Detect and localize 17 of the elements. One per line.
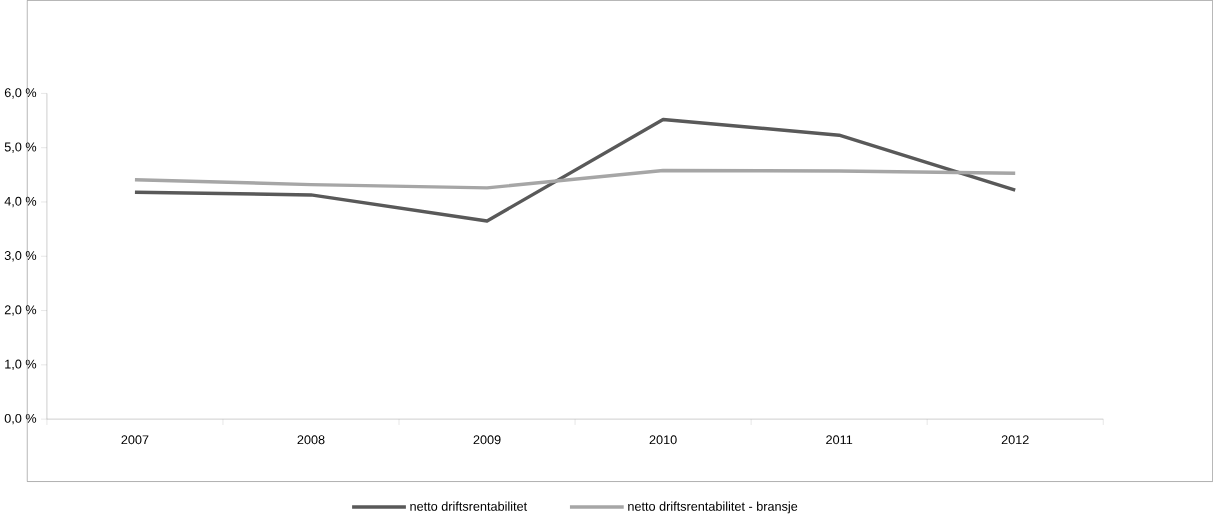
x-tick-label: 2012: [1001, 435, 1029, 445]
legend-label: netto driftsrentabilitet - bransje: [628, 501, 798, 514]
y-tick-label: 0,0 %: [4, 414, 37, 425]
legend-label: netto driftsrentabilitet: [410, 501, 528, 512]
y-tick-label: 2,0 %: [4, 305, 37, 317]
y-tick-label: 1,0 %: [5, 359, 37, 371]
y-tick-label: 6,0 %: [4, 88, 37, 99]
x-tick-label: 2007: [121, 435, 149, 445]
y-tick-label: 4,0 %: [4, 196, 37, 208]
line-series: [133, 118, 1017, 223]
y-tick-label: 5,0 %: [4, 142, 37, 154]
x-tick-label: 2009: [473, 435, 501, 445]
line-series: [133, 169, 1017, 190]
x-tick-label: 2008: [297, 435, 325, 445]
x-tick-label: 2011: [826, 435, 853, 445]
y-tick-label: 3,0 %: [4, 251, 37, 262]
x-tick-label: 2010: [649, 435, 677, 445]
